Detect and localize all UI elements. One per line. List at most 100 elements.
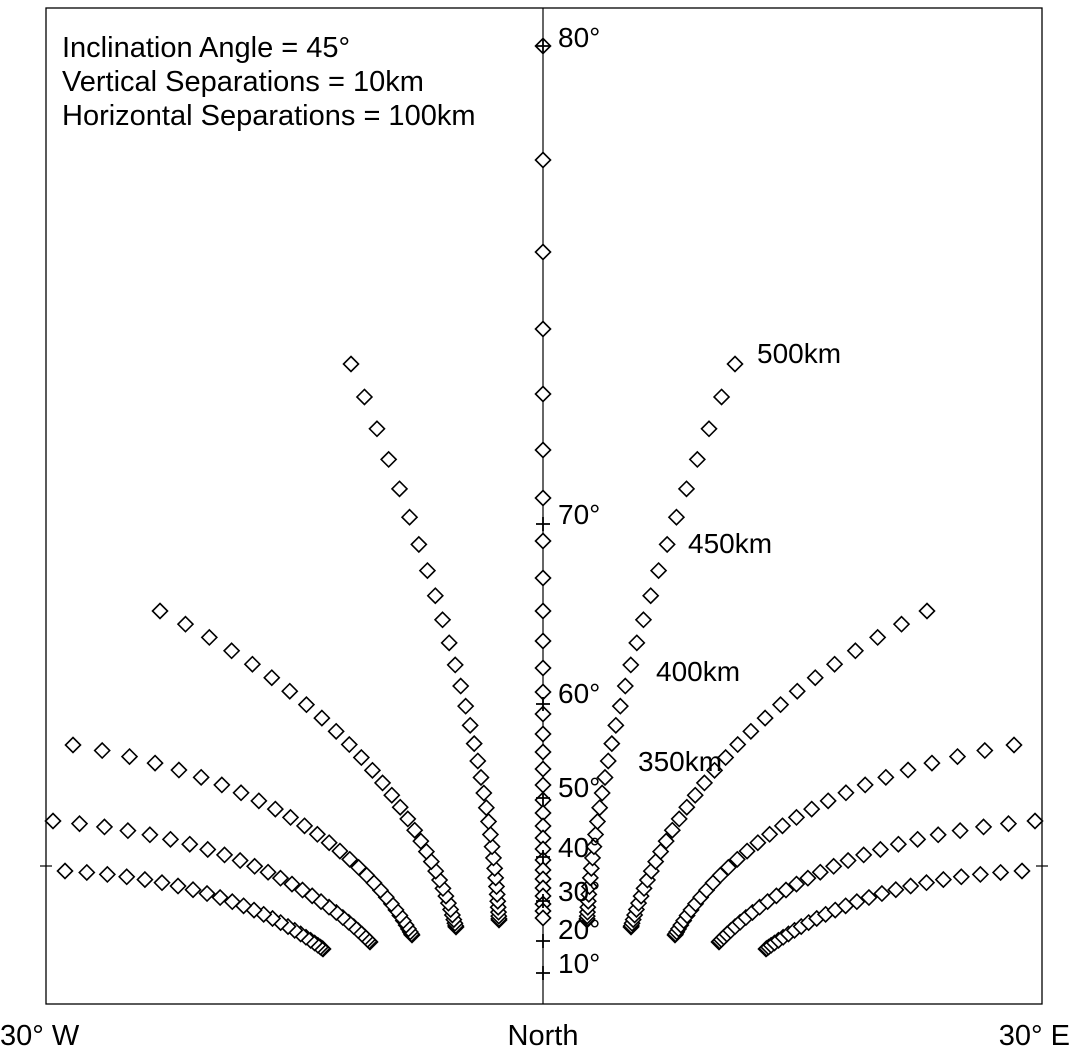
- data-point-curve-east-2: [771, 696, 790, 714]
- elevation-label-50: 50°: [558, 772, 600, 803]
- data-point-curve-west-1: [465, 734, 483, 753]
- data-point-center: [534, 632, 552, 650]
- data-point-curve-west-4: [231, 851, 249, 870]
- data-point-curve-east-1: [616, 677, 634, 695]
- data-point-curve-west-1: [486, 859, 504, 877]
- data-point-curve-east-4: [799, 869, 817, 887]
- data-point-curve-west-1: [410, 535, 428, 554]
- elevation-marker-60: [536, 697, 550, 711]
- annotation-vertical: Vertical Separations = 10km: [62, 66, 424, 98]
- data-point-curve-east-4: [951, 821, 969, 840]
- data-point-curve-east-2: [670, 810, 688, 828]
- data-point-curve-east-1: [586, 825, 605, 844]
- data-point-curve-west-2: [399, 810, 417, 828]
- data-point-curve-west-4: [141, 826, 159, 844]
- data-point-curve-east-3: [760, 825, 779, 843]
- data-point-curve-east-1: [628, 634, 646, 652]
- data-point-center: [534, 760, 552, 778]
- data-point-curve-east-1: [688, 450, 706, 469]
- data-point-curve-west-1: [342, 355, 360, 373]
- data-point-curve-east-1: [611, 697, 629, 715]
- data-point-curve-west-2: [327, 722, 345, 740]
- data-points: [44, 37, 1044, 958]
- data-point-curve-west-1: [475, 784, 493, 802]
- data-point-curve-west-3: [266, 800, 284, 818]
- data-point-curve-east-2: [717, 748, 735, 767]
- data-point-curve-west-3: [281, 808, 300, 827]
- data-point-curve-west-3: [232, 784, 250, 802]
- data-point-curve-west-2: [363, 761, 382, 779]
- data-point-curve-east-1: [649, 561, 668, 580]
- data-point-curve-east-1: [583, 849, 602, 867]
- data-point-curve-west-2: [352, 748, 370, 767]
- data-point-curve-east-5: [873, 884, 891, 903]
- data-point-curve-west-2: [200, 628, 218, 647]
- data-point-curve-west-1: [380, 450, 398, 469]
- data-point-curve-east-3: [803, 800, 821, 818]
- data-point-curve-east-1: [677, 480, 696, 498]
- plot-frame: [45, 7, 1043, 1005]
- data-point-curve-east-3: [738, 842, 756, 860]
- data-point-curve-east-1: [596, 768, 614, 787]
- data-point-curve-east-4: [974, 818, 993, 836]
- data-point-curve-west-2: [176, 615, 195, 633]
- data-point-curve-west-1: [457, 697, 475, 715]
- data-point-curve-east-4: [825, 857, 843, 875]
- data-point-curve-west-3: [213, 776, 231, 794]
- data-point-center: [534, 659, 552, 677]
- data-point-curve-west-5: [223, 893, 241, 911]
- data-point-curve-east-1: [599, 752, 617, 770]
- data-point-curve-west-3: [146, 754, 164, 772]
- data-point-curve-east-5: [860, 888, 878, 907]
- data-point-curve-east-3: [719, 858, 737, 877]
- data-point-curve-east-2: [686, 786, 704, 804]
- data-point-curve-east-2: [705, 761, 724, 779]
- data-point-curve-west-3: [308, 825, 327, 843]
- data-point-curve-east-4: [908, 830, 927, 848]
- data-point-curve-east-3: [899, 761, 917, 779]
- data-point-curve-east-2: [892, 615, 911, 633]
- data-point-curve-east-2: [846, 642, 865, 660]
- data-point-curve-west-1: [481, 825, 500, 844]
- data-point-curve-west-4: [119, 821, 137, 840]
- elevation-label-30: 30°: [558, 876, 600, 907]
- data-point-curve-east-3: [856, 776, 874, 794]
- data-point-curve-west-3: [120, 747, 139, 766]
- data-point-curve-east-3: [948, 747, 967, 766]
- data-point-curve-west-4: [95, 818, 114, 836]
- data-point-curve-west-1: [400, 508, 419, 526]
- elevation-marker-20: [536, 934, 550, 948]
- data-point-curve-west-3: [64, 736, 82, 754]
- data-point-curve-east-5: [952, 868, 970, 886]
- data-point-curve-west-1: [368, 420, 386, 438]
- data-point-curve-east-5: [1013, 862, 1031, 880]
- data-point-curve-west-2: [313, 709, 331, 727]
- elevation-marker-10: [536, 966, 550, 980]
- data-point-curve-east-1: [588, 812, 607, 831]
- data-point-curve-east-5: [902, 877, 920, 895]
- data-point-curve-east-4: [839, 851, 857, 870]
- data-point-curve-east-3: [773, 817, 792, 835]
- elevation-label-80: 80°: [558, 22, 600, 53]
- data-point-curve-east-2: [657, 832, 675, 850]
- data-point-center: [534, 320, 552, 338]
- distance-label-400km: 400km: [656, 656, 740, 687]
- data-point-curve-east-4: [929, 826, 947, 844]
- data-point-center: [534, 151, 552, 169]
- data-point-curve-west-3: [192, 768, 210, 786]
- annotation-inclination: Inclination Angle = 45°: [62, 32, 350, 64]
- data-point-curve-east-3: [787, 808, 806, 827]
- elevation-marker-50: [536, 791, 550, 805]
- elevation-marker-80: [536, 39, 550, 53]
- data-point-center: [534, 725, 552, 743]
- x-tick-30w: 30° W: [0, 1020, 80, 1052]
- data-point-curve-east-1: [667, 508, 686, 526]
- data-point-curve-west-4: [283, 875, 301, 893]
- data-point-curve-west-5: [118, 868, 136, 886]
- elevation-label-40: 40°: [558, 832, 600, 863]
- data-point-center: [534, 243, 552, 261]
- data-point-curve-east-3: [837, 784, 855, 802]
- data-point-curve-west-4: [44, 812, 62, 830]
- data-point-curve-west-1: [479, 812, 498, 831]
- data-point-curve-west-4: [70, 815, 89, 833]
